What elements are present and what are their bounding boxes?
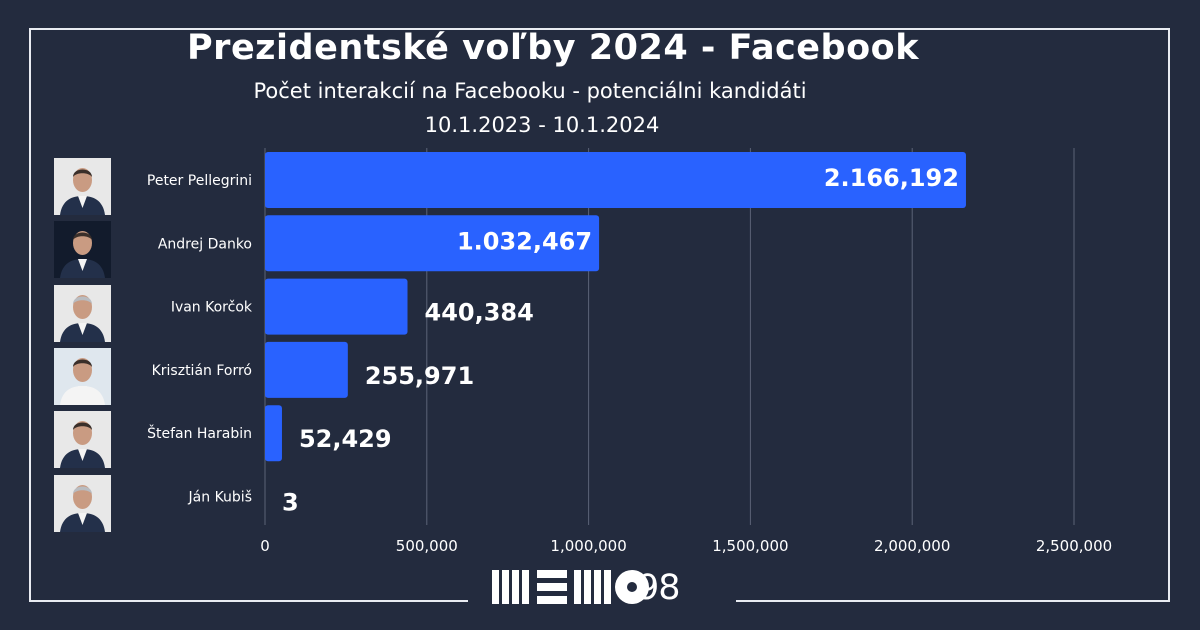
- memo98-logo: [492, 570, 649, 604]
- bar: [265, 215, 600, 272]
- portrait-pellegrini-icon: [54, 158, 111, 215]
- data-label: 440,384: [425, 299, 534, 327]
- x-tick-label: 2,500,000: [1036, 537, 1112, 555]
- bar: [265, 278, 408, 335]
- x-tick-label: 1,000,000: [550, 537, 626, 555]
- date-range: 10.1.2023 - 10.1.2024: [424, 113, 660, 137]
- category-label: Štefan Harabin: [147, 424, 252, 442]
- category-label: Andrej Danko: [158, 236, 252, 252]
- chart-subtitle: Počet interakcií na Facebooku - potenciá…: [253, 79, 807, 103]
- x-tick-label: 2,000,000: [874, 537, 950, 555]
- portrait-harabin-icon: [54, 411, 111, 469]
- data-label: 2.166,192: [824, 164, 959, 192]
- bar: [265, 341, 348, 398]
- category-label: Krisztián Forró: [152, 363, 252, 379]
- x-tick-label: 0: [260, 537, 270, 555]
- category-label: Peter Pellegrini: [147, 173, 252, 189]
- portrait-korcok-icon: [54, 284, 111, 342]
- bar: [265, 152, 966, 208]
- portrait-forro-icon: [54, 347, 111, 405]
- portrait-kubis-icon: [54, 474, 111, 532]
- data-label: 3: [282, 489, 299, 517]
- logo-number: 98: [637, 568, 681, 608]
- data-label: 255,971: [365, 362, 474, 390]
- logo-frame-gap: [468, 596, 736, 608]
- bar: [265, 405, 282, 462]
- category-label: Ivan Korčok: [171, 300, 253, 316]
- category-label: Ján Kubiš: [188, 490, 252, 506]
- chart-title: Prezidentské voľby 2024 - Facebook: [187, 28, 919, 68]
- data-label: 1.032,467: [457, 227, 592, 255]
- portrait-danko-icon: [54, 221, 111, 279]
- x-tick-label: 500,000: [396, 537, 458, 555]
- x-tick-label: 1,500,000: [712, 537, 788, 555]
- data-label: 52,429: [299, 425, 392, 453]
